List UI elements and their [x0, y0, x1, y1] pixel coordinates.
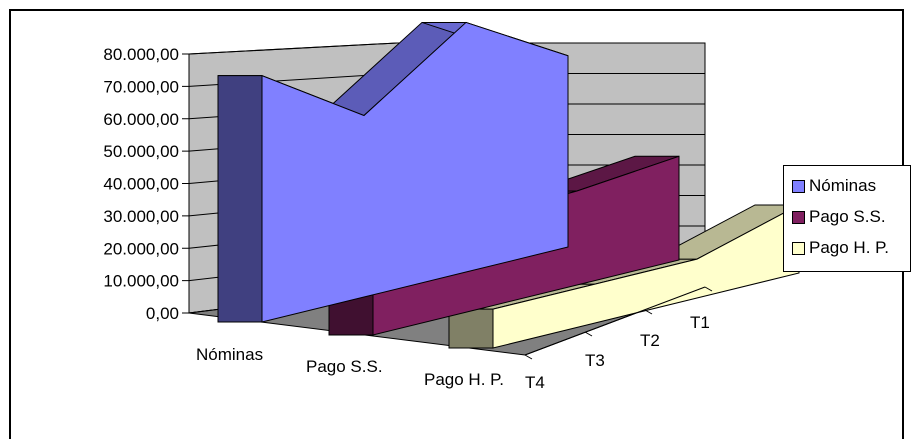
- series-side-face: [492, 204, 800, 349]
- legend-label: Pago S.S.: [809, 207, 886, 226]
- y-tick-label: 80.000,00: [103, 45, 179, 64]
- legend: Nóminas Pago S.S. Pago H. P.: [783, 165, 911, 272]
- x-category-label: Nóminas: [196, 345, 263, 364]
- y-tick-label: 10.000,00: [103, 272, 179, 291]
- gridline: [188, 42, 705, 55]
- legend-label: Pago H. P.: [809, 238, 890, 257]
- x-axis: Nóminas Pago S.S. Pago H. P.: [196, 345, 504, 389]
- depth-category-label: T3: [585, 351, 605, 370]
- depth-axis: T1 T2 T3 T4: [524, 286, 713, 392]
- y-tick-label: 60.000,00: [103, 110, 179, 129]
- legend-label: Nóminas: [809, 176, 877, 195]
- depth-category-label: T4: [525, 373, 545, 392]
- depth-axis-line: [524, 286, 706, 356]
- series-ribbon: [217, 21, 569, 323]
- legend-swatch: [792, 179, 805, 193]
- depth-tick-mark: [644, 309, 653, 315]
- y-tick-label: 70.000,00: [103, 77, 179, 96]
- chart-plot: 0,00 10.000,00 20.000,00 30.000,00 40.000,00…: [103, 21, 800, 392]
- y-tick-label: 30.000,00: [103, 207, 179, 226]
- y-tick-label: 40.000,00: [103, 175, 179, 194]
- y-tick-label: 20.000,00: [103, 239, 179, 258]
- x-category-label: Pago H. P.: [424, 370, 504, 389]
- legend-swatch: [792, 241, 805, 255]
- legend-item-nominas: Nóminas: [792, 176, 876, 196]
- depth-category-label: T2: [640, 331, 660, 350]
- legend-item-pago-hp: Pago H. P.: [792, 238, 889, 258]
- series-side-face: [261, 21, 569, 323]
- series-layer: [217, 21, 800, 349]
- y-tick-label: 0,00: [146, 304, 179, 323]
- depth-tick-mark: [524, 354, 533, 360]
- y-tick-label: 50.000,00: [103, 142, 179, 161]
- depth-tick-mark: [704, 286, 713, 292]
- y-axis: 0,00 10.000,00 20.000,00 30.000,00 40.000,00…: [103, 45, 190, 323]
- x-category-label: Pago S.S.: [306, 357, 383, 376]
- legend-swatch: [792, 210, 805, 224]
- depth-category-label: T1: [690, 313, 710, 332]
- series-front-face: [217, 75, 263, 323]
- legend-item-pago-ss: Pago S.S.: [792, 207, 886, 227]
- depth-tick-mark: [584, 331, 593, 337]
